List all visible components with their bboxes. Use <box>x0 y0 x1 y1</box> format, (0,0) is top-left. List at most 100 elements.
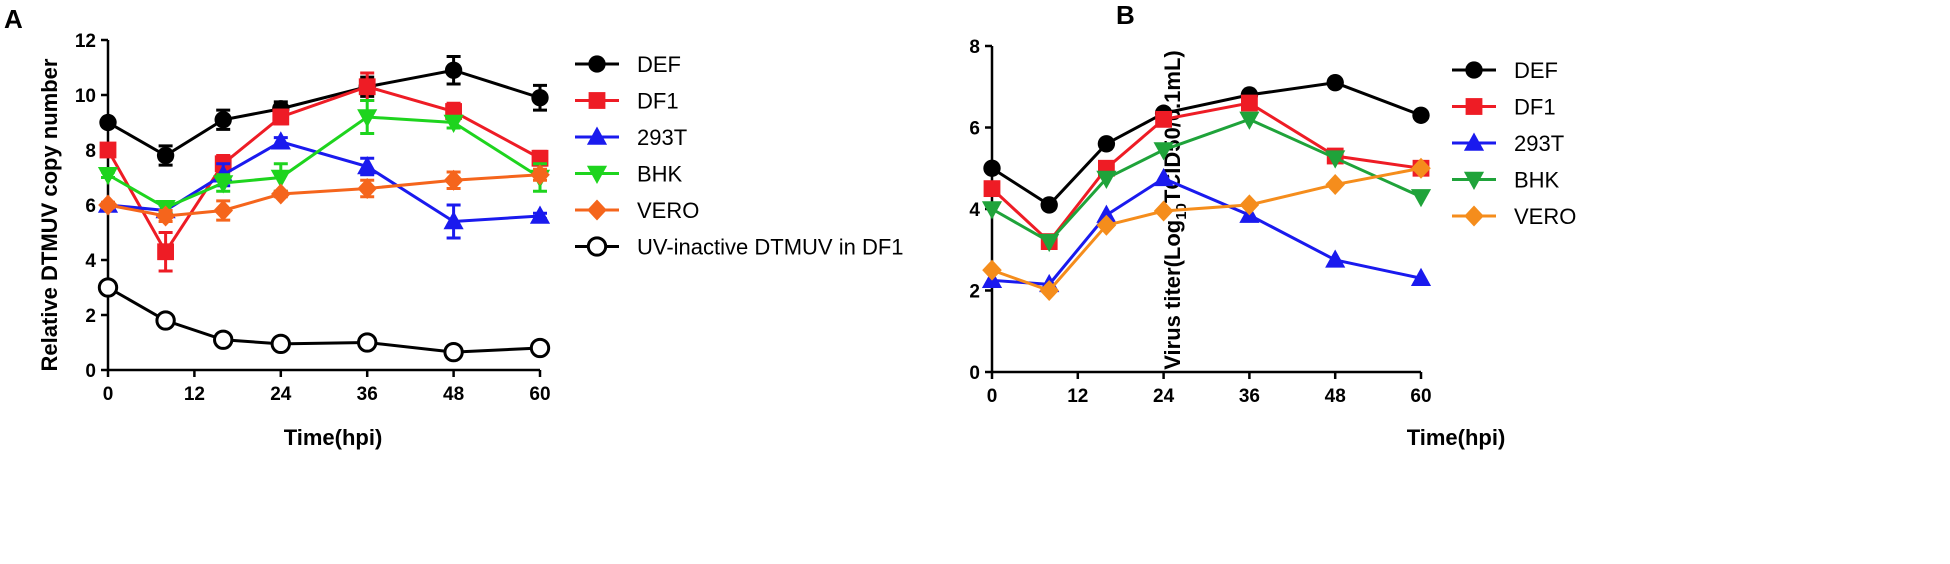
panel-b: B Virus titer(Log10TCID50/0.1mL) Time(hp… <box>969 0 1576 450</box>
panel-a-y-tick-label: 4 <box>85 251 96 272</box>
panel-b-y-axis-label: Virus titer(Log10TCID50/0.1mL) <box>1160 50 1190 369</box>
panel-b-data-point <box>1239 194 1260 216</box>
panel-a: A Relative DTMUV copy number Time(hpi) 0… <box>4 4 904 450</box>
panel-a-legend-marker <box>587 199 607 221</box>
panel-b-data-point <box>1411 157 1431 179</box>
panel-b-series-line <box>991 81 1422 207</box>
panel-b-legend-marker <box>1463 132 1485 151</box>
panel-b-series-bhk <box>981 111 1432 253</box>
panel-a-legend-label: VERO <box>637 198 699 223</box>
panel-a-data-point <box>213 175 234 194</box>
panel-a-x-axis-label: Time(hpi) <box>284 425 383 450</box>
panel-b-x-tick-label: 36 <box>1239 386 1260 407</box>
panel-b-data-point <box>1153 167 1174 187</box>
panel-b-y-tick-label: 6 <box>969 119 980 140</box>
panel-a-legend-entry: UV-inactive DTMUV in DF1 <box>575 235 904 260</box>
panel-a-legend-label: DF1 <box>637 89 679 114</box>
panel-a-data-point <box>443 211 464 230</box>
panel-a-letter: A <box>4 4 23 34</box>
panel-a-data-point <box>529 337 551 359</box>
panel-a-legend-entry: DEF <box>575 52 681 77</box>
panel-b-data-point <box>1153 142 1174 161</box>
panel-a-data-point <box>270 131 291 150</box>
panel-b-letter: B <box>1116 0 1135 30</box>
panel-a-legend-marker <box>588 55 606 73</box>
panel-b-legend-label: DF1 <box>1514 95 1556 120</box>
panel-a-legend-marker <box>586 126 608 145</box>
panel-b-x-tick-label: 0 <box>987 386 998 407</box>
panel-b-series-line <box>991 166 1422 293</box>
panel-b-data-point <box>1153 200 1174 222</box>
panel-a-data-point <box>98 194 118 216</box>
panel-a-x-tick-label: 36 <box>357 384 378 405</box>
panel-a-data-point <box>357 156 378 175</box>
panel-a-legend-label: 293T <box>637 125 687 150</box>
panel-a-series-line <box>107 115 541 210</box>
panel-a-data-point <box>156 146 175 165</box>
panel-b-series-293t <box>981 167 1432 293</box>
panel-a-data-point <box>99 141 117 159</box>
panel-b-data-point <box>1410 189 1432 208</box>
panel-a-series-line <box>107 68 541 158</box>
panel-b-data-point <box>1325 150 1346 169</box>
panel-b-series-vero <box>982 157 1431 301</box>
panel-b-data-point <box>1039 233 1060 253</box>
panel-b-data-point <box>982 259 1002 281</box>
panel-b-legend-entry: 293T <box>1452 131 1564 156</box>
panel-b-x-tick-label: 60 <box>1410 386 1431 407</box>
panel-b-legend-label: 293T <box>1514 131 1564 156</box>
panel-b-data-point <box>1040 196 1058 214</box>
panel-b-series-df1 <box>983 94 1430 250</box>
panel-a-legend-label: DEF <box>637 52 681 77</box>
panel-a-data-point <box>270 169 291 188</box>
panel-b-data-point <box>1096 214 1117 236</box>
panel-a-series-uv-inactive-dtmuv-in-df1 <box>97 277 551 363</box>
panel-a-data-point <box>155 205 176 227</box>
panel-a-data-point <box>272 108 290 126</box>
panel-b-data-point <box>1410 267 1432 286</box>
panel-a-y-tick-label: 0 <box>85 361 96 382</box>
panel-a-data-point <box>213 329 234 350</box>
panel-a-legend-entry: 293T <box>575 125 687 150</box>
panel-b-legend-entry: VERO <box>1452 204 1576 229</box>
panel-a-data-point <box>357 332 378 353</box>
panel-b-y-label-prefix: Virus titer(Log <box>1160 220 1185 370</box>
panel-a-series-line <box>107 173 541 218</box>
panel-b-data-point <box>1155 110 1172 128</box>
panel-b-y-tick-label: 2 <box>969 282 980 303</box>
panel-b-legend-marker <box>1464 205 1484 227</box>
panel-a-data-point <box>157 243 174 261</box>
panel-a-data-point <box>214 111 232 129</box>
panel-a-data-point <box>270 333 291 355</box>
panel-a-series-bhk <box>97 99 551 219</box>
panel-a-data-point <box>530 164 550 186</box>
panel-b-x-tick-label: 48 <box>1325 386 1346 407</box>
panel-a-y-tick-label: 8 <box>85 141 96 162</box>
panel-b-series-def <box>983 73 1430 214</box>
panel-b-y-tick-label: 4 <box>969 200 980 221</box>
panel-b-data-point <box>1325 249 1346 268</box>
panel-b-data-point <box>1039 280 1059 301</box>
panel-b-x-axis-label: Time(hpi) <box>1407 425 1506 450</box>
panel-a-data-point <box>357 109 378 128</box>
panel-b-y-label-sub: 10 <box>1173 203 1190 220</box>
panel-a-legend-label: UV-inactive DTMUV in DF1 <box>637 235 904 260</box>
panel-a-data-point <box>213 200 233 221</box>
panel-b-legend-marker <box>1463 171 1485 190</box>
panel-b-data-point <box>983 159 1001 177</box>
panel-a-y-tick-label: 2 <box>85 306 96 327</box>
panel-a-legend-label: BHK <box>637 162 683 187</box>
panel-b-data-point <box>1326 73 1344 92</box>
panel-a-x-tick-label: 60 <box>529 384 550 405</box>
panel-a-y-axis-label: Relative DTMUV copy number <box>37 58 62 371</box>
panel-a-data-point <box>155 310 176 331</box>
panel-a-data-point <box>97 167 119 186</box>
panel-a-data-point <box>529 205 551 224</box>
panel-b-legend-entry: DEF <box>1452 58 1558 83</box>
panel-b-y-tick-label: 8 <box>969 37 980 58</box>
panel-a-legend-marker <box>586 236 608 257</box>
panel-b-legend-entry: DF1 <box>1452 95 1556 120</box>
panel-a-y-tick-label: 6 <box>85 196 96 217</box>
panel-a-data-point <box>443 341 464 363</box>
panel-a-x-tick-label: 48 <box>443 384 464 405</box>
